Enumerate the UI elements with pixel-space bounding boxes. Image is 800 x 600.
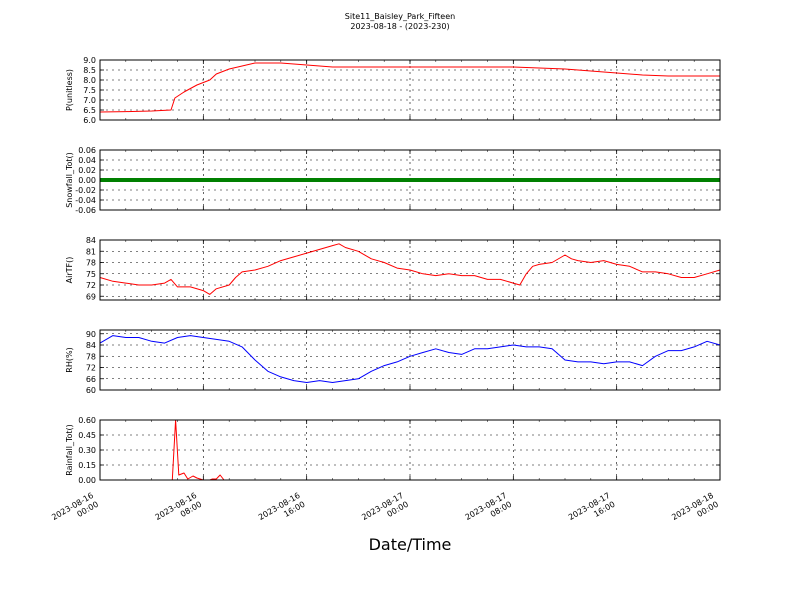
panel-4: 0.00 0.15 0.30 0.45 0.60 Rainfall_Tot() xyxy=(65,416,721,485)
y-tick-label: 66 xyxy=(86,375,96,384)
x-axis-label: Date/Time xyxy=(369,535,452,554)
plot-frame xyxy=(99,239,721,301)
y-tick-label: 6.5 xyxy=(83,106,96,115)
y-tick-label: 84 xyxy=(86,236,96,245)
y-tick-label: 0.04 xyxy=(78,156,96,165)
panel-0: 6.06.57.07.58.08.59.0 P(unitless) xyxy=(65,56,721,125)
plot-frame xyxy=(99,419,721,481)
series-line xyxy=(99,243,721,295)
figure-title-line1: Site11_Baisley_Park_Fifteen xyxy=(345,12,455,21)
y-tick-label: 0.02 xyxy=(78,166,96,175)
y-tick-label: 72 xyxy=(86,364,96,373)
y-axis-label: RH(%) xyxy=(65,347,74,372)
y-tick-label: -0.02 xyxy=(75,186,96,195)
y-tick-label: 81 xyxy=(86,247,96,256)
y-tick-label: -0.04 xyxy=(75,196,96,205)
y-tick-label: 0.00 xyxy=(78,176,96,185)
series-line xyxy=(99,335,721,383)
y-tick-label: 6.0 xyxy=(83,116,96,125)
y-tick-label: 78 xyxy=(86,352,96,361)
y-tick-label: 72 xyxy=(86,281,96,290)
y-axis-label: Snowfall_Tot() xyxy=(65,152,74,208)
figure-title-line2: 2023-08-18 - (2023-230) xyxy=(350,22,449,31)
y-tick-label: 90 xyxy=(86,330,96,339)
y-tick-label: 60 xyxy=(86,386,96,395)
y-tick-label: -0.06 xyxy=(75,206,96,215)
panels-group: 6.06.57.07.58.08.59.0P(unitless)-0.06-0.… xyxy=(50,56,721,531)
y-axis-label: P(unitless) xyxy=(65,69,74,111)
x-tick-label: 2023-08-1708:00 xyxy=(464,491,514,531)
x-tick-label: 2023-08-1600:00 xyxy=(50,491,100,531)
y-tick-label: 0.15 xyxy=(78,461,96,470)
y-tick-label: 0.06 xyxy=(78,146,96,155)
plot-frame xyxy=(99,149,721,211)
series-line xyxy=(100,419,720,481)
plot-frame xyxy=(99,59,721,121)
x-tick-label: 2023-08-1716:00 xyxy=(567,491,617,531)
panel-3: 60 66 72 78 84 90 RH(%) xyxy=(65,329,721,395)
y-tick-label: 0.45 xyxy=(78,431,96,440)
y-tick-label: 0.00 xyxy=(78,476,96,485)
x-tick-label: 2023-08-1800:00 xyxy=(670,491,720,531)
series-line xyxy=(99,62,720,113)
y-tick-label: 75 xyxy=(86,270,96,279)
plot-frame xyxy=(99,329,721,391)
y-tick-label: 84 xyxy=(86,341,96,350)
panel-1: -0.06-0.04-0.020.000.020.040.06 Snowfall_… xyxy=(65,146,721,215)
y-axis-label: Rainfall_Tot() xyxy=(65,424,74,476)
y-tick-label: 78 xyxy=(86,259,96,268)
x-tick-label: 2023-08-1616:00 xyxy=(257,491,307,531)
panel-2: 69 72 75 78 81 84 AirTF() xyxy=(65,236,721,301)
y-tick-label: 9.0 xyxy=(83,56,96,65)
x-tick-label: 2023-08-1700:00 xyxy=(360,491,410,531)
y-tick-label: 8.0 xyxy=(83,76,96,85)
y-tick-label: 69 xyxy=(86,292,96,301)
y-tick-label: 7.5 xyxy=(83,86,96,95)
y-tick-label: 7.0 xyxy=(83,96,96,105)
y-tick-label: 0.60 xyxy=(78,416,96,425)
y-tick-label: 0.30 xyxy=(78,446,96,455)
x-tick-label: 2023-08-1608:00 xyxy=(154,491,204,531)
y-axis-label: AirTF() xyxy=(65,257,74,284)
y-tick-label: 8.5 xyxy=(83,66,96,75)
